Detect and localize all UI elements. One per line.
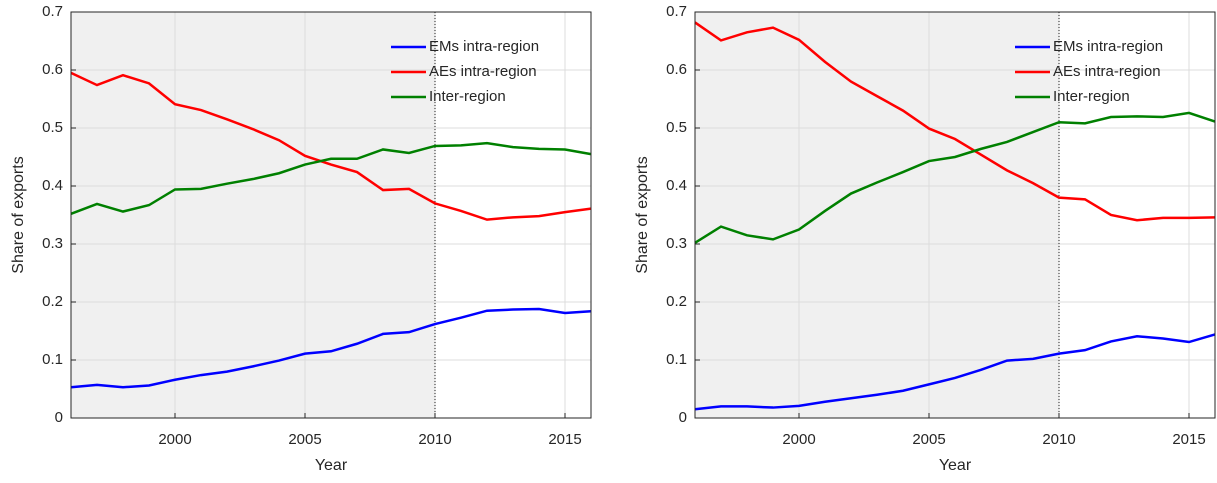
x-tick-label: 2010 xyxy=(418,431,451,448)
series-line xyxy=(694,333,1216,411)
y-tick-label: 0 xyxy=(55,409,63,426)
legend-label: Inter-region xyxy=(1053,88,1130,105)
x-tick-label: 2005 xyxy=(912,431,945,448)
series-line xyxy=(70,141,592,216)
y-tick-label: 0.3 xyxy=(666,235,687,252)
legend-label: EMs intra-region xyxy=(1053,38,1163,55)
y-tick-label: 0.5 xyxy=(666,119,687,136)
x-axis-label: Year xyxy=(315,457,348,474)
y-tick-label: 0.3 xyxy=(42,235,63,252)
legend-label: AEs intra-region xyxy=(429,63,537,80)
y-tick-label: 0.6 xyxy=(666,61,687,78)
y-tick-label: 0 xyxy=(679,409,687,426)
shaded-period xyxy=(71,12,435,418)
y-tick-label: 0.1 xyxy=(42,351,63,368)
legend-label: Inter-region xyxy=(429,88,506,105)
series-line xyxy=(70,71,592,221)
series-line xyxy=(694,111,1216,244)
y-tick-label: 0.4 xyxy=(666,177,687,194)
series-line xyxy=(70,307,592,389)
legend-label: AEs intra-region xyxy=(1053,63,1161,80)
y-tick-label: 0.1 xyxy=(666,351,687,368)
x-tick-label: 2010 xyxy=(1042,431,1075,448)
x-tick-label: 2000 xyxy=(158,431,191,448)
y-tick-label: 0.5 xyxy=(42,119,63,136)
x-tick-label: 2005 xyxy=(288,431,321,448)
y-axis-label: Share of exports xyxy=(634,156,651,273)
y-tick-label: 0.7 xyxy=(42,3,63,20)
legend-label: EMs intra-region xyxy=(429,38,539,55)
x-tick-label: 2015 xyxy=(548,431,581,448)
y-tick-label: 0.2 xyxy=(42,293,63,310)
y-tick-label: 0.2 xyxy=(666,293,687,310)
y-axis-label: Share of exports xyxy=(10,156,27,273)
x-axis-label: Year xyxy=(939,457,972,474)
y-tick-label: 0.6 xyxy=(42,61,63,78)
axes-box xyxy=(694,11,1216,419)
series-line xyxy=(694,21,1216,222)
x-tick-label: 2015 xyxy=(1172,431,1205,448)
axes-box xyxy=(70,11,592,419)
x-tick-label: 2000 xyxy=(782,431,815,448)
y-tick-label: 0.4 xyxy=(42,177,63,194)
y-tick-label: 0.7 xyxy=(666,3,687,20)
shaded-period xyxy=(695,12,1059,418)
